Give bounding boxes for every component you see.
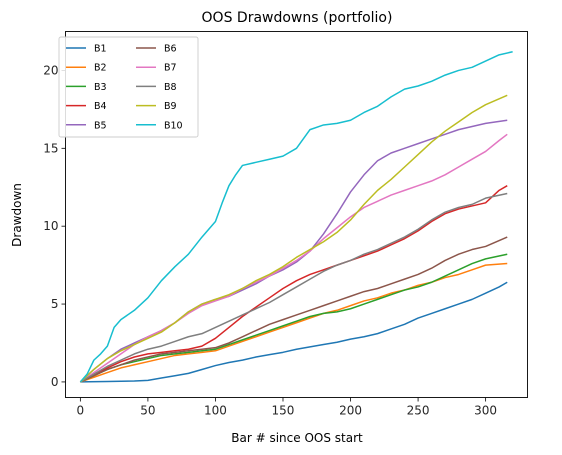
x-tick-label: 0 <box>77 404 85 418</box>
series-line-b5 <box>80 120 507 382</box>
legend-label-b1: B1 <box>94 44 107 55</box>
y-tick-label: 20 <box>43 63 58 77</box>
series-line-b4 <box>80 186 507 382</box>
x-tick-label: 200 <box>339 404 362 418</box>
x-tick-label: 150 <box>272 404 295 418</box>
y-tick-label: 15 <box>43 141 58 155</box>
y-tick-label: 0 <box>51 375 59 389</box>
legend-label-b6: B6 <box>164 44 177 55</box>
legend-label-b9: B9 <box>164 101 177 112</box>
y-tick-label: 5 <box>51 297 59 311</box>
x-axis: 0 50 100 150 200 250 300 <box>77 398 498 418</box>
series-line-b7 <box>80 134 507 382</box>
legend-label-b10: B10 <box>164 120 183 131</box>
legend: B1 B2 B3 B4 B5 B6 B7 B8 B9 B10 <box>59 37 198 137</box>
chart-title: OOS Drawdowns (portfolio) <box>202 10 393 26</box>
x-axis-label: Bar # since OOS start <box>231 431 363 445</box>
legend-label-b7: B7 <box>164 63 177 74</box>
legend-label-b8: B8 <box>164 82 177 93</box>
y-tick-label: 10 <box>43 219 58 233</box>
legend-label-b3: B3 <box>94 82 107 93</box>
legend-label-b2: B2 <box>94 63 107 74</box>
x-tick-label: 250 <box>407 404 430 418</box>
series-line-b1 <box>80 282 507 382</box>
x-tick-label: 100 <box>204 404 227 418</box>
x-tick-label: 300 <box>474 404 497 418</box>
y-axis-label: Drawdown <box>10 183 24 247</box>
series-line-b8 <box>80 193 507 381</box>
legend-label-b4: B4 <box>94 101 107 112</box>
x-tick-label: 50 <box>140 404 155 418</box>
legend-label-b5: B5 <box>94 120 107 131</box>
